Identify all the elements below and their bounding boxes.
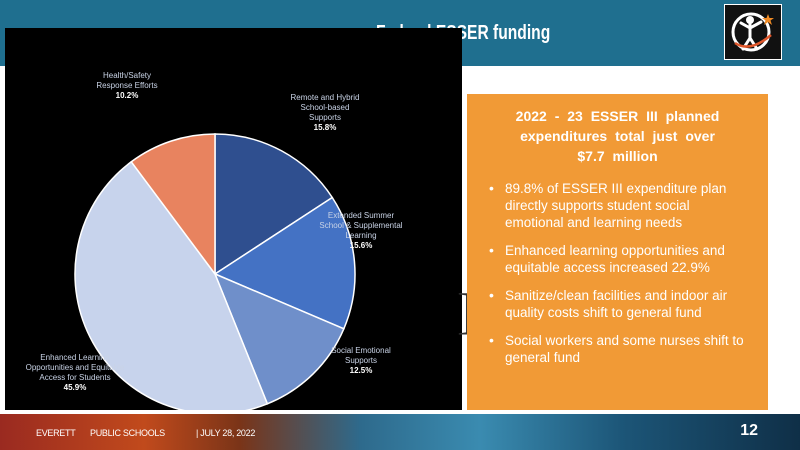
pie-slice-label: Enhanced Learning Opportunities and Equit… xyxy=(26,353,125,392)
footer-bar: EVERETT PUBLIC SCHOOLS | JULY 28, 2022 1… xyxy=(0,414,800,450)
summary-heading: 2022 - 23 ESSER III planned expenditures… xyxy=(515,108,720,164)
bullet-item: Sanitize/clean facilities and indoor air… xyxy=(489,287,750,321)
pie-chart-panel: Remote and Hybrid School-based Supports 15.… xyxy=(5,28,462,415)
footer-schools: PUBLIC SCHOOLS xyxy=(90,428,165,438)
bullet-item: Enhanced learning opportunities and equi… xyxy=(489,242,750,276)
page-number: 12 xyxy=(740,422,758,439)
pie-slice xyxy=(130,133,216,277)
pie-slice-label: Extended Summer School & Supplemental Lear… xyxy=(319,211,402,250)
bullet-item: 89.8% of ESSER III expenditure plan dire… xyxy=(489,180,750,231)
pie-slice xyxy=(214,133,334,276)
footer-org: EVERETT xyxy=(36,428,76,438)
pie-slice-label: Social Emotional Supports 12.5% xyxy=(331,346,391,375)
summary-bullets: 89.8% of ESSER III expenditure plan dire… xyxy=(467,180,768,366)
esser-summary-box: 2022 - 23 ESSER III planned expenditures… xyxy=(467,94,768,410)
footer-date: | JULY 28, 2022 xyxy=(196,428,256,438)
pie-chart: Remote and Hybrid School-based Supports 15.… xyxy=(26,71,403,415)
pie-slice-label: Remote and Hybrid School-based Supports 15.… xyxy=(291,93,360,132)
pie-slice xyxy=(213,272,345,405)
bullet-item: Social workers and some nurses shift to … xyxy=(489,332,750,366)
school-district-logo-icon xyxy=(724,4,782,60)
pie-slice xyxy=(213,196,356,330)
pie-slice-label: Health/Safety Response Efforts 10.2% xyxy=(96,71,157,100)
